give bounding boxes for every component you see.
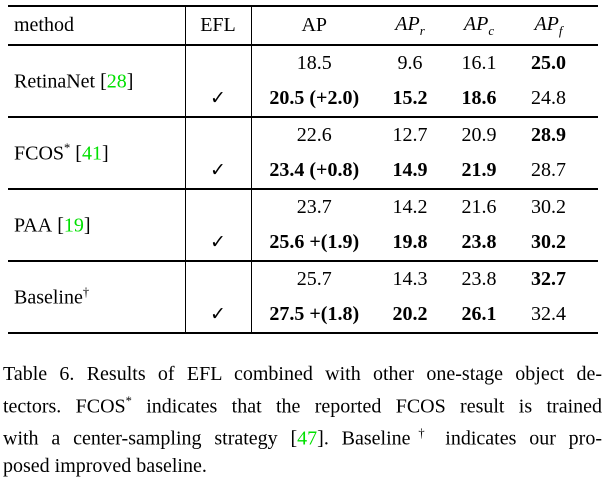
efl-checkmark: ✓ [185, 153, 252, 189]
cell-apc: 20.9 [461, 124, 497, 146]
cell-apr: 9.6 [397, 52, 423, 74]
cite-bracket-open: [ [95, 70, 107, 93]
header-apf-base: AP [534, 12, 559, 35]
header-apr-base: AP [395, 12, 420, 35]
cell-ap: 23.4 (+0.8) [269, 159, 360, 181]
caption-line-3: with a center-sampling strategy [47]. Ba… [3, 420, 602, 453]
efl-checkmark: ✓ [185, 81, 252, 117]
caption-text: tectors. FCOS [3, 395, 126, 418]
cell-apc: 18.6 [461, 87, 497, 109]
cell-apc: 21.9 [461, 159, 497, 181]
method-name: RetinaNet [14, 70, 96, 93]
cell-apf: 32.4 [531, 303, 566, 325]
cite-bracket-open: [ [70, 142, 82, 165]
caption-line-1: Table 6. Results of EFL combined with ot… [3, 363, 602, 385]
cell-apc: 26.1 [461, 303, 497, 325]
method-name: Baseline [14, 286, 83, 309]
citation-link[interactable]: 28 [106, 70, 127, 93]
cell-apc: 16.1 [461, 52, 497, 74]
header-apc: APc [443, 6, 515, 45]
citation-link[interactable]: 41 [81, 142, 102, 165]
header-apr-sub: r [419, 22, 425, 38]
group-paa: PAA [19] 23.7 14.2 21.6 30.2 ✓ 25.6 +(1.… [8, 189, 598, 261]
cell-apf: 25.0 [531, 52, 566, 74]
group-fcos: FCOS* [41] 22.6 12.7 20.9 28.9 ✓ 23.4 (+… [8, 117, 598, 189]
header-apr: APr [377, 6, 443, 45]
header-apc-sub: c [488, 22, 495, 38]
caption-line-2: tectors. FCOS* indicates that the report… [3, 388, 602, 421]
header-apf: APf [515, 6, 598, 45]
table-row: ✓ 23.4 (+0.8) 14.9 21.9 28.7 [8, 153, 598, 189]
cell-apr: 14.3 [392, 268, 428, 290]
cell-apr: 14.9 [392, 159, 428, 181]
header-apc-base: AP [463, 12, 489, 35]
cell-apf: 28.9 [531, 124, 566, 146]
baseline-dagger: † [410, 426, 433, 441]
table-row: PAA [19] 23.7 14.2 21.6 30.2 [8, 189, 598, 261]
cell-ap: 18.5 [296, 52, 332, 74]
method-label-fcos: FCOS* [41] [8, 117, 186, 189]
method-name: PAA [14, 214, 53, 237]
table-row: Baseline† 25.7 14.3 23.8 32.7 [8, 261, 598, 333]
method-superscript: † [82, 284, 90, 299]
cell-apr: 20.2 [392, 303, 428, 325]
table-row: ✓ 25.6 +(1.9) 19.8 23.8 30.2 [8, 225, 598, 261]
citation-link[interactable]: 47 [297, 428, 318, 451]
table-row: RetinaNet [28] 18.5 9.6 16.1 25.0 [8, 45, 598, 117]
table-header-row: method EFL AP APr APc APf [8, 6, 598, 45]
method-label-retinanet: RetinaNet [28] [8, 45, 186, 117]
cell-apf: 24.8 [531, 87, 566, 109]
results-table: method EFL AP APr APc APf RetinaNet [28]… [8, 5, 598, 334]
caption-text: ]. Baseline [317, 428, 411, 451]
group-retinanet: RetinaNet [28] 18.5 9.6 16.1 25.0 ✓ 20.5… [8, 45, 598, 117]
cite-bracket-close: ] [126, 70, 134, 93]
caption-line-4: posed improved baseline. [3, 455, 207, 478]
caption-text: indicates that the reported FCOS result … [131, 395, 603, 418]
method-label-baseline: Baseline† [8, 261, 186, 333]
cell-ap: 23.7 [296, 196, 332, 218]
efl-checkmark: ✓ [185, 225, 252, 261]
efl-cell-empty [185, 117, 252, 153]
cell-apf: 30.2 [531, 196, 566, 218]
fcos-asterisk: * [125, 393, 132, 408]
cell-ap: 22.6 [296, 124, 332, 146]
table-row: FCOS* [41] 22.6 12.7 20.9 28.9 [8, 117, 598, 189]
cell-apr: 12.7 [392, 124, 428, 146]
cell-apr: 14.2 [392, 196, 428, 218]
citation-link[interactable]: 19 [63, 214, 84, 237]
cell-ap: 25.7 [296, 268, 332, 290]
table-row: ✓ 20.5 (+2.0) 15.2 18.6 24.8 [8, 81, 598, 117]
cell-ap: 27.5 +(1.8) [269, 303, 360, 325]
method-superscript: * [64, 140, 71, 155]
table-row: ✓ 27.5 +(1.8) 20.2 26.1 32.4 [8, 297, 598, 333]
cell-apc: 23.8 [461, 231, 497, 253]
cell-ap: 25.6 +(1.9) [269, 231, 360, 253]
method-label-paa: PAA [19] [8, 189, 186, 261]
efl-cell-empty [185, 261, 252, 297]
group-baseline: Baseline† 25.7 14.3 23.8 32.7 ✓ 27.5 +(1… [8, 261, 598, 333]
efl-cell-empty [185, 45, 252, 81]
efl-checkmark: ✓ [185, 297, 252, 333]
cell-apr: 15.2 [392, 87, 428, 109]
caption-text: with a center-sampling strategy [ [3, 428, 298, 451]
header-apf-sub: f [558, 22, 563, 38]
method-name: FCOS [14, 142, 65, 165]
header-method: method [8, 6, 186, 45]
cell-apf: 30.2 [531, 231, 566, 253]
cell-apf: 28.7 [531, 159, 566, 181]
cell-apf: 32.7 [531, 268, 566, 290]
cell-apc: 23.8 [461, 268, 497, 290]
cite-bracket-close: ] [83, 214, 91, 237]
cell-ap: 20.5 (+2.0) [269, 87, 360, 109]
cell-apr: 19.8 [392, 231, 428, 253]
cite-bracket-close: ] [101, 142, 109, 165]
cell-apc: 21.6 [461, 196, 497, 218]
cite-bracket-open: [ [52, 214, 64, 237]
header-ap: AP [301, 14, 328, 36]
table-caption: Table 6. Results of EFL combined with ot… [3, 361, 602, 480]
header-efl: EFL [185, 6, 252, 45]
caption-text: indicates our pro- [432, 428, 603, 451]
efl-cell-empty [185, 189, 252, 225]
